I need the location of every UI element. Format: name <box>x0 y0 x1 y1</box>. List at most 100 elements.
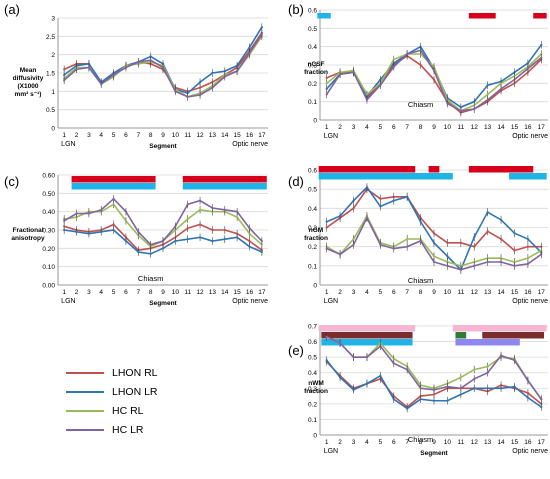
x-tick-label: 4 <box>365 289 369 296</box>
y-tick-label: 0.6 <box>308 8 317 15</box>
significance-bar <box>428 166 440 173</box>
data-point <box>526 257 529 260</box>
y-tick-label: 0.7 <box>308 324 317 331</box>
y-axis-label: Fractional anisotropy <box>11 227 45 242</box>
annotation-chiasm: Chiasm <box>408 435 433 444</box>
panel-label: (c) <box>4 174 19 189</box>
x-tick-label: 11 <box>457 124 464 131</box>
x-tick-label: 17 <box>258 289 266 296</box>
y-tick-label: 0.3 <box>308 63 317 70</box>
y-tick-label: 0.00 <box>42 283 55 290</box>
x-tick-label: 16 <box>246 132 254 139</box>
y-tick-label: 0 <box>313 433 317 440</box>
data-point <box>379 84 382 87</box>
x-tick-label: 14 <box>221 132 229 139</box>
x-tick-label: 1 <box>325 439 329 446</box>
data-point <box>473 368 476 371</box>
data-point <box>223 208 226 211</box>
data-point <box>432 69 436 72</box>
data-point <box>124 239 128 243</box>
x-tick-label: 17 <box>258 132 266 139</box>
x-tick-label: 2 <box>338 439 342 446</box>
x-tick-label: 11 <box>457 439 464 446</box>
x-tick-label: 1 <box>62 289 66 296</box>
data-point <box>149 252 152 255</box>
y-tick-label: 0.5 <box>308 355 317 362</box>
data-point <box>365 186 369 189</box>
data-point <box>459 241 462 244</box>
significance-bar <box>71 176 156 183</box>
data-point <box>379 205 382 208</box>
data-point <box>75 212 78 215</box>
panel-1: (b)00.10.20.30.40.50.61 2 3 4 5 6 7 8 9 10 11 12 13 1… <box>288 2 548 140</box>
y-axis-label-line: nCSF <box>308 61 325 68</box>
x-tick-label: 12 <box>471 439 479 446</box>
data-point <box>406 237 409 241</box>
data-point <box>526 391 529 395</box>
legend-item-hc-rl: HC RL <box>66 405 144 417</box>
data-point <box>513 264 516 267</box>
data-point <box>75 68 78 71</box>
data-point <box>63 228 66 232</box>
x-tick-label: 17 <box>538 289 546 296</box>
data-point <box>540 56 543 59</box>
x-tick-label: 3 <box>352 289 356 296</box>
x-tick-label: 9 <box>161 289 165 296</box>
x-tick-label: 12 <box>196 132 204 139</box>
y-axis-label-line: fraction <box>304 388 328 395</box>
y-axis-label-line: nGM <box>309 227 323 234</box>
data-point <box>446 264 449 267</box>
x-tick-label: 10 <box>444 124 452 131</box>
y-tick-label: 0.5 <box>308 26 317 33</box>
data-point <box>174 225 177 228</box>
legend-swatch <box>66 371 104 375</box>
y-tick-label: 0.4 <box>308 44 317 51</box>
data-point <box>352 237 355 241</box>
data-point <box>473 264 476 267</box>
data-point <box>419 63 422 67</box>
data-point <box>137 230 140 233</box>
data-point <box>100 230 103 233</box>
x-tick-label: 10 <box>172 132 180 139</box>
data-point <box>260 26 263 29</box>
x-tick-label: 11 <box>184 289 191 296</box>
data-point <box>406 195 409 198</box>
x-tick-label: 2 <box>75 132 79 139</box>
data-point <box>459 376 462 379</box>
data-point <box>486 230 489 233</box>
data-point <box>339 73 342 76</box>
data-point <box>223 238 226 241</box>
data-point <box>161 66 165 69</box>
data-point <box>419 239 422 243</box>
x-tick-label: 8 <box>149 289 153 296</box>
data-point <box>63 68 66 71</box>
data-point <box>87 66 90 69</box>
data-point <box>339 342 342 345</box>
x-tick-label: 1 <box>325 124 329 131</box>
data-point <box>540 405 543 409</box>
data-point <box>392 58 395 61</box>
x-tick-label: 8 <box>419 439 423 446</box>
data-point <box>486 371 489 374</box>
y-axis-label-line: Fractional <box>12 227 43 234</box>
x-tick-label: 14 <box>497 439 505 446</box>
data-point <box>236 236 239 239</box>
x-tick-label: 3 <box>352 124 356 131</box>
data-point <box>499 354 503 357</box>
data-point <box>236 64 239 67</box>
annotation-lgn: LGN <box>61 141 75 148</box>
data-point <box>198 81 202 84</box>
data-point <box>186 203 189 206</box>
data-point <box>379 243 382 246</box>
data-point <box>186 217 189 221</box>
data-point <box>211 86 214 89</box>
data-point <box>339 376 342 379</box>
y-tick-label: 0.4 <box>308 370 317 377</box>
significance-bar <box>455 339 520 346</box>
x-tick-label: 8 <box>419 124 423 131</box>
x-tick-label: 5 <box>112 289 116 296</box>
significance-bar <box>318 325 416 332</box>
data-point <box>124 219 128 222</box>
y-axis-label-line: diffusivity <box>13 75 44 82</box>
x-tick-label: 15 <box>511 289 519 296</box>
